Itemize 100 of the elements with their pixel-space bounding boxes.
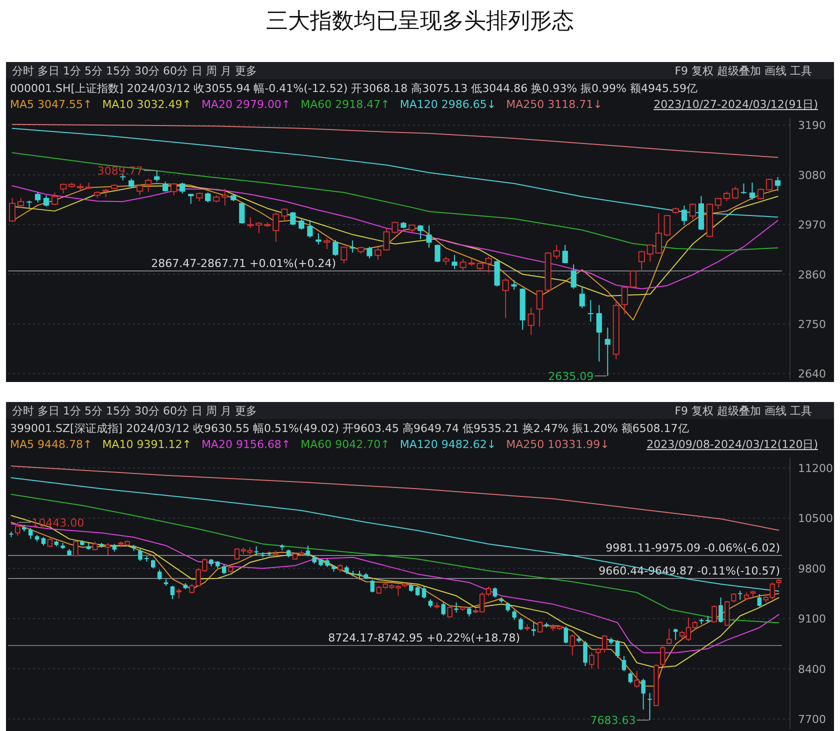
candlestick bbox=[638, 250, 645, 270]
candlestick bbox=[467, 606, 472, 618]
ref-line-label: 8724.17-8742.95 +0.22%(+18.78) bbox=[328, 632, 520, 645]
y-tick-label: 3080 bbox=[798, 168, 826, 182]
y-tick-label: 9100 bbox=[798, 612, 826, 626]
candlestick bbox=[254, 546, 258, 556]
candlestick bbox=[712, 604, 717, 624]
candlestick bbox=[239, 202, 245, 224]
candlestick bbox=[528, 307, 534, 336]
candlestick bbox=[774, 176, 781, 192]
candlestick bbox=[511, 280, 517, 290]
text: 分时 多日 1分 5分 15分 30分 60分 日 周 月 更多 bbox=[12, 404, 257, 418]
candlestick bbox=[730, 592, 736, 603]
ref-line-label: 2867.47-2867.71 +0.01%(+0.24) bbox=[151, 256, 336, 270]
candlestick bbox=[648, 692, 652, 721]
candlestick bbox=[766, 178, 773, 191]
candlestick bbox=[34, 192, 41, 203]
candlestick bbox=[641, 678, 646, 710]
candlestick bbox=[512, 609, 516, 620]
candlestick bbox=[589, 652, 594, 670]
candlestick bbox=[434, 244, 440, 263]
candlestick bbox=[170, 182, 178, 196]
candlestick bbox=[664, 214, 670, 236]
candlestick bbox=[290, 211, 296, 226]
candlestick bbox=[136, 184, 144, 196]
chart-title: 三大指数均已呈现多头排列形态 bbox=[266, 9, 574, 34]
y-tick-label: 11200 bbox=[798, 462, 833, 476]
text: 2023/09/08-2024/03/12(120日) bbox=[646, 438, 818, 451]
text: MA120 2986.65↓ bbox=[400, 98, 496, 111]
candlestick bbox=[579, 286, 585, 309]
text: MA5 3047.55↑ bbox=[10, 98, 92, 111]
candlestick bbox=[138, 548, 142, 562]
annotation: 2635.09 bbox=[548, 370, 594, 383]
y-tick-label: 2860 bbox=[798, 268, 826, 282]
text: 000001.SH[上证指数] 2024/03/12 收3055.94 幅-0.41%(-12.52) 开3068.18 高3075.13 低3044.86 换0.93% 振0.99% 额4945.59亿 bbox=[10, 82, 698, 95]
text: MA20 2979.00↑ bbox=[201, 98, 291, 111]
candlestick bbox=[128, 178, 134, 188]
line-series bbox=[10, 477, 780, 592]
candlestick bbox=[518, 617, 523, 631]
candlestick bbox=[604, 327, 610, 376]
candlestick bbox=[732, 186, 739, 199]
candlestick bbox=[15, 522, 20, 536]
candlestick bbox=[28, 528, 33, 540]
candlestick bbox=[8, 197, 16, 222]
annotation: 10443.00 bbox=[32, 516, 84, 530]
candlestick bbox=[452, 254, 458, 270]
candlestick bbox=[660, 645, 666, 666]
y-tick-label: 10500 bbox=[798, 512, 833, 526]
candlestick bbox=[366, 246, 372, 259]
candlestick bbox=[536, 290, 543, 328]
candlestick bbox=[370, 579, 375, 593]
candlestick bbox=[298, 218, 304, 230]
candlestick bbox=[157, 569, 162, 580]
line-series bbox=[10, 465, 780, 531]
candlestick bbox=[205, 192, 211, 203]
candlestick bbox=[718, 596, 723, 624]
line-series bbox=[10, 494, 780, 624]
candlestick bbox=[256, 221, 262, 234]
candlestick bbox=[154, 170, 160, 182]
candlestick bbox=[757, 188, 764, 200]
candlestick bbox=[615, 639, 620, 658]
annotation: 3089.77 bbox=[97, 164, 143, 178]
candlestick bbox=[740, 183, 747, 194]
candlestick bbox=[738, 590, 742, 600]
text: 分时 多日 1分 5分 15分 30分 60分 日 周 月 更多 bbox=[12, 64, 257, 78]
candlestick bbox=[426, 225, 432, 248]
candlestick bbox=[51, 192, 58, 206]
candlestick bbox=[570, 634, 576, 656]
text: 399001.SZ[深证成指] 2024/03/12 收9630.55 幅0.51%(49.02) 开9603.45 高9649.74 低9535.21 换2.47% 振1.20% 额6508.17亿 bbox=[10, 422, 689, 435]
y-tick-label: 2640 bbox=[798, 368, 826, 381]
line-series bbox=[12, 152, 778, 251]
candlestick bbox=[17, 197, 24, 208]
candlestick bbox=[596, 304, 602, 362]
candlestick bbox=[176, 588, 182, 599]
candlestick bbox=[622, 656, 626, 672]
text: MA120 9482.62↓ bbox=[400, 438, 496, 451]
candlestick bbox=[621, 286, 628, 315]
candlestick bbox=[350, 240, 356, 254]
text: MA60 9042.70↑ bbox=[300, 438, 390, 451]
candlestick bbox=[506, 602, 510, 612]
candlestick bbox=[418, 224, 424, 240]
candlestick bbox=[646, 244, 654, 262]
candlestick bbox=[306, 545, 310, 557]
candlestick bbox=[441, 602, 446, 616]
candlestick bbox=[162, 181, 168, 192]
candlestick bbox=[724, 600, 730, 626]
text: MA60 2918.47↑ bbox=[300, 98, 390, 111]
candlestick bbox=[47, 538, 53, 548]
line-series bbox=[12, 124, 778, 158]
candlestick bbox=[415, 586, 420, 596]
candlestick bbox=[145, 178, 152, 192]
candlestick bbox=[532, 622, 536, 636]
candlestick bbox=[689, 202, 696, 220]
candlestick bbox=[634, 670, 640, 688]
candlestick bbox=[655, 212, 662, 254]
candlestick bbox=[749, 182, 756, 200]
ref-line-label: 9981.11-9975.09 -0.06%(-6.02) bbox=[606, 541, 780, 554]
candlestick bbox=[222, 564, 226, 575]
candlestick bbox=[105, 542, 111, 556]
candlestick bbox=[492, 586, 498, 598]
